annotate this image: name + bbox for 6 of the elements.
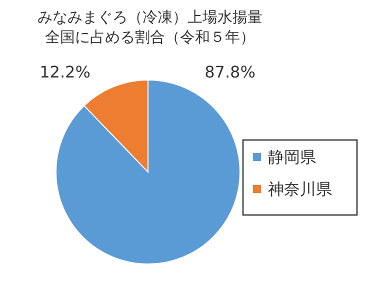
legend-label: 神奈川県 [268, 179, 332, 198]
data-label: 12.2% [40, 62, 90, 82]
chart-title: みなみまぐろ（冷凍）上場水揚量全国に占める割合（令和５年） [38, 8, 262, 46]
legend-label: 静岡県 [268, 147, 316, 166]
pie-slice [56, 80, 240, 264]
data-label: 87.8% [204, 62, 256, 82]
